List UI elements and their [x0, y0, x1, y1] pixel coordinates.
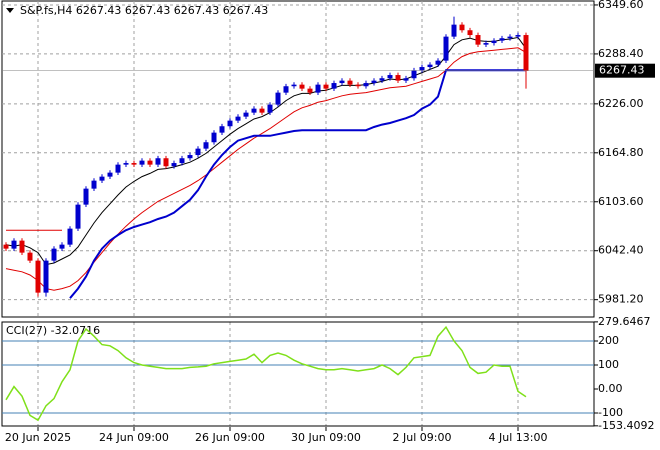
candle-body	[379, 78, 385, 81]
y-tick-label: 5981.20	[598, 293, 644, 306]
x-tick-label: 24 Jun 09:00	[99, 431, 169, 444]
y-tick-label: 6103.60	[598, 195, 644, 208]
candle-body	[51, 248, 57, 261]
candle-body	[99, 176, 105, 181]
y-tick-label: 279.6467	[598, 315, 651, 328]
candle-body	[27, 252, 33, 261]
candle-body	[67, 228, 73, 245]
cci-title: CCI(27) -32.0716	[6, 324, 100, 337]
candle-body	[235, 116, 241, 121]
candle-body	[211, 132, 217, 143]
candle-body	[43, 260, 49, 293]
x-tick-label: 20 Jun 2025	[5, 431, 71, 444]
candle-body	[83, 188, 89, 205]
candle-body	[475, 35, 481, 45]
candle-body	[115, 164, 121, 173]
candle-body	[179, 158, 185, 164]
candle-body	[411, 70, 417, 79]
y-tick-label: 6226.00	[598, 97, 644, 110]
candle-body	[387, 75, 393, 79]
candle-body	[243, 112, 249, 117]
candle-body	[91, 180, 97, 189]
candle-body	[371, 80, 377, 84]
candle-body	[523, 35, 529, 71]
candle-body	[291, 84, 297, 87]
candle-body	[155, 158, 161, 165]
candle-body	[459, 24, 465, 31]
candle-body	[419, 67, 425, 71]
candle-body	[283, 86, 289, 93]
menu-triangle	[6, 8, 14, 13]
candle-body	[307, 88, 313, 93]
candle-body	[203, 142, 209, 149]
candle-body	[187, 155, 193, 159]
candle-body	[499, 38, 505, 41]
candle-body	[75, 204, 81, 229]
x-tick-label: 26 Jun 09:00	[195, 431, 265, 444]
candle-body	[11, 240, 17, 249]
candle-body	[427, 64, 433, 68]
candle-body	[395, 75, 401, 81]
candle-body	[451, 24, 457, 37]
candle-body	[251, 108, 257, 113]
candle-body	[331, 83, 337, 89]
candle-body	[363, 83, 369, 87]
candle-body	[299, 84, 305, 89]
y-tick-label: -153.4092	[598, 419, 654, 432]
chart-title: S&P.fs,H4 6267.43 6267.43 6267.43 6267.4…	[20, 4, 268, 17]
y-tick-label: 6349.60	[598, 0, 644, 11]
candle-body	[467, 30, 473, 36]
candle-body	[107, 172, 113, 177]
candle-body	[443, 36, 449, 61]
candle-body	[139, 160, 145, 165]
candle-body	[123, 163, 129, 165]
indicator-line	[69, 69, 526, 299]
last-price-box	[595, 63, 655, 78]
candle-body	[315, 84, 321, 93]
candle-body	[219, 126, 225, 133]
y-tick-label: 6042.40	[598, 244, 644, 257]
candle-body	[19, 240, 25, 253]
y-tick-label: 6164.80	[598, 146, 644, 159]
x-tick-label: 30 Jun 09:00	[291, 431, 361, 444]
candle-body	[3, 244, 9, 249]
candle-body	[403, 78, 409, 81]
last-price-label: 6267.43	[599, 64, 645, 77]
candle-body	[195, 148, 201, 156]
x-tick-label: 4 Jul 13:00	[489, 431, 548, 444]
candle-body	[59, 244, 65, 249]
cci-line	[5, 325, 527, 422]
candle-body	[483, 43, 489, 45]
candle-body	[491, 40, 497, 44]
candle-body	[227, 120, 233, 127]
y-tick-label: 100	[598, 358, 619, 371]
y-tick-label: 6288.40	[598, 47, 644, 60]
candle-body	[339, 80, 345, 84]
candle-body	[259, 108, 265, 113]
candle-body	[347, 80, 353, 85]
candle-body	[267, 104, 273, 113]
candle-body	[163, 158, 169, 167]
y-tick-label: 0.00	[598, 382, 623, 395]
candle-body	[35, 260, 41, 293]
candle-body	[275, 92, 281, 105]
y-tick-label: 200	[598, 334, 619, 347]
panel-frame	[1, 0, 595, 318]
candle-body	[147, 160, 153, 165]
candle-body	[323, 84, 329, 89]
candle-body	[507, 36, 513, 39]
candle-body	[131, 163, 137, 165]
candle-body	[515, 35, 521, 37]
x-tick-label: 2 Jul 09:00	[393, 431, 452, 444]
candle-body	[171, 163, 177, 167]
candle-body	[355, 84, 361, 87]
candle-body	[435, 60, 441, 65]
y-tick-label: -100	[598, 406, 623, 419]
panel-frame	[1, 321, 595, 427]
